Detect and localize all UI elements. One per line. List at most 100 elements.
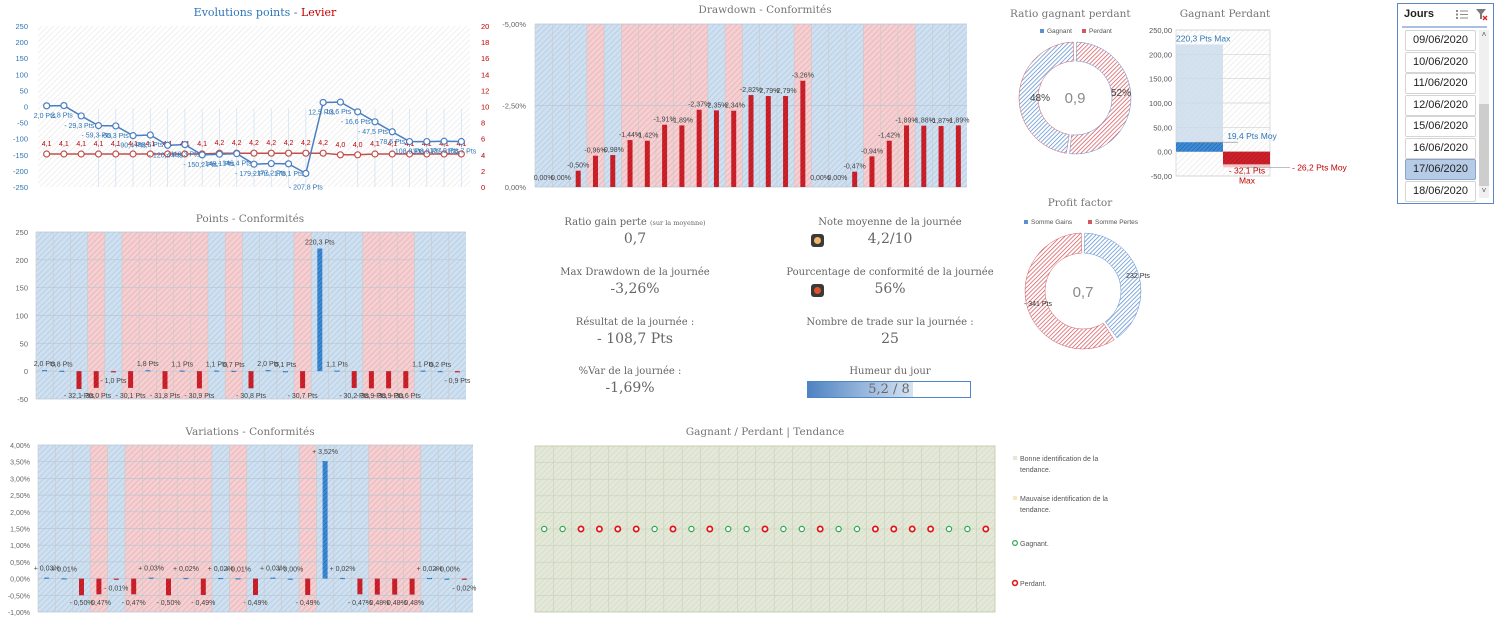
drawdown-data-label: -0,98% bbox=[602, 147, 624, 154]
points-bar bbox=[265, 370, 271, 372]
drawdown-data-label: -0,47% bbox=[844, 164, 866, 171]
points-bar bbox=[179, 370, 185, 372]
variation-bar bbox=[200, 578, 206, 595]
variation-data-label: + 0,02% bbox=[330, 566, 356, 573]
levier-data-label: 4,1 bbox=[59, 141, 69, 148]
points-bar bbox=[145, 370, 151, 372]
drawdown-data-label: -1,89% bbox=[671, 117, 693, 124]
variations-chart-title: Variations - Conformités bbox=[185, 426, 315, 438]
slicer-item-17-06-2020[interactable]: 17/06/2020 bbox=[1405, 159, 1476, 180]
kpi-result-label: Résultat de la journée : bbox=[575, 317, 695, 328]
drawdown-data-label: -1,87% bbox=[930, 118, 952, 125]
gagnant-point bbox=[798, 525, 805, 533]
points-data-label: - 108,9 Pts bbox=[408, 149, 442, 156]
scroll-up-icon[interactable]: ˄ bbox=[1481, 30, 1487, 39]
drawdown-bar bbox=[800, 80, 806, 187]
gagnant-point bbox=[964, 525, 971, 533]
mood-bar-fill bbox=[808, 382, 914, 397]
points-point bbox=[423, 137, 431, 146]
variation-bar bbox=[340, 577, 345, 580]
kpi-var-value: -1,69% bbox=[605, 380, 655, 396]
avg-loss-bar bbox=[1223, 151, 1270, 165]
drawdown-data-label: -2,35% bbox=[705, 102, 727, 109]
points-data-label: - 108,9 Pts bbox=[391, 149, 425, 156]
points-data-label: 1,1 Pts bbox=[206, 362, 228, 369]
slicer-item-16-06-2020[interactable]: 16/06/2020 bbox=[1405, 137, 1476, 159]
scroll-down-icon[interactable]: ˅ bbox=[1481, 186, 1487, 195]
points-bar bbox=[351, 371, 357, 388]
slicer-item-12-06-2020[interactable]: 12/06/2020 bbox=[1405, 94, 1476, 116]
multi-select-icon[interactable] bbox=[1456, 9, 1468, 20]
drawdown-bar bbox=[938, 126, 944, 187]
drawdown-data-label: -1,42% bbox=[878, 133, 900, 140]
slicer-item-09-06-2020[interactable]: 09/06/2020 bbox=[1405, 30, 1476, 51]
levier-data-label: 4,1 bbox=[76, 141, 86, 148]
legend-label-mauvaise-2: tendance. bbox=[1020, 507, 1051, 514]
kpi-trades: Nombre de trade sur la journée : 25 bbox=[790, 317, 990, 347]
variation-data-label: - 0,01% bbox=[104, 586, 128, 593]
points-data-label: - 31,8 Pts bbox=[150, 393, 180, 400]
variation-data-label: + 0,03% bbox=[138, 566, 164, 573]
y-tick-label: 150,00 bbox=[1149, 75, 1172, 84]
kpi-maxdd-value: -3,26% bbox=[610, 281, 660, 297]
kpi-note-label: Note moyenne de la journée bbox=[818, 217, 962, 228]
points-point bbox=[284, 160, 293, 168]
levier-point bbox=[146, 150, 154, 158]
levier-point bbox=[336, 151, 344, 159]
legend-swatch-perdant bbox=[1011, 579, 1019, 587]
clear-filter-icon[interactable] bbox=[1476, 8, 1488, 21]
perdant-point bbox=[982, 525, 990, 533]
levier-point bbox=[250, 149, 258, 157]
variation-data-label: + 0,01% bbox=[225, 566, 251, 573]
variation-data-label: - 0,49% bbox=[243, 600, 267, 607]
points-data-label: - 0,9 Pts bbox=[444, 378, 471, 385]
points-bar bbox=[368, 371, 374, 389]
y-tick-label: -100 bbox=[13, 135, 28, 144]
gagnant-point bbox=[541, 525, 548, 533]
y-tick-label: 4,00% bbox=[10, 443, 30, 450]
drawdown-bar bbox=[679, 125, 685, 187]
points-point bbox=[112, 122, 120, 130]
levier-data-label: 4,2 bbox=[232, 140, 242, 147]
y-tick-label: 200 bbox=[15, 256, 28, 265]
variation-bar bbox=[427, 577, 432, 580]
gagnant-point bbox=[780, 525, 787, 533]
variation-bar bbox=[218, 577, 224, 580]
variation-bar bbox=[166, 578, 171, 596]
points-bar bbox=[454, 371, 460, 373]
tendance-chart: Bonne identification de la tendance. Mauva… bbox=[534, 445, 1108, 613]
points-point bbox=[43, 102, 51, 110]
variation-bar bbox=[444, 578, 450, 580]
y-tick-label: 0,00 bbox=[1157, 148, 1172, 157]
slicer-item-11-06-2020[interactable]: 11/06/2020 bbox=[1405, 73, 1476, 94]
gagnant-point bbox=[651, 525, 658, 533]
points-point bbox=[457, 137, 465, 146]
points-point bbox=[336, 98, 344, 106]
perdant-point bbox=[669, 525, 677, 533]
variation-bar bbox=[131, 578, 137, 595]
slicer-item-10-06-2020[interactable]: 10/06/2020 bbox=[1405, 51, 1476, 73]
levier-point bbox=[94, 150, 103, 158]
points-chart-title: Points - Conformités bbox=[195, 213, 305, 225]
y-tick-label: 100 bbox=[15, 70, 28, 79]
slicer-item-18-06-2020[interactable]: 18/06/2020 bbox=[1405, 180, 1476, 202]
points-point bbox=[405, 137, 414, 146]
levier-point bbox=[388, 150, 396, 158]
variation-data-label: + 0,02% bbox=[417, 566, 443, 573]
conformity-indicator-light bbox=[811, 284, 824, 297]
drawdown-data-label: -0,50% bbox=[567, 163, 589, 170]
max-gain-label: 220,3 Pts Max bbox=[1176, 33, 1231, 43]
y-tick-label: -50,00 bbox=[1151, 172, 1172, 181]
donut-slice bbox=[1069, 41, 1132, 155]
slicer-item-15-06-2020[interactable]: 15/06/2020 bbox=[1405, 116, 1476, 137]
slicer-scrollbar-thumb[interactable] bbox=[1479, 104, 1489, 186]
drawdown-bar bbox=[592, 155, 598, 187]
levier-data-label: 4,1 bbox=[128, 141, 138, 148]
points-data-label: - 150,2 Pts bbox=[183, 162, 217, 169]
points-bar bbox=[334, 370, 340, 372]
variation-data-label: + 0,00% bbox=[434, 567, 460, 574]
kpi-maxdd-label: Max Drawdown de la journée bbox=[560, 267, 710, 278]
levier-point bbox=[129, 150, 137, 158]
legend-label-gagnant: Gagnant bbox=[1047, 28, 1072, 35]
drawdown-data-label: -1,89% bbox=[947, 117, 969, 124]
